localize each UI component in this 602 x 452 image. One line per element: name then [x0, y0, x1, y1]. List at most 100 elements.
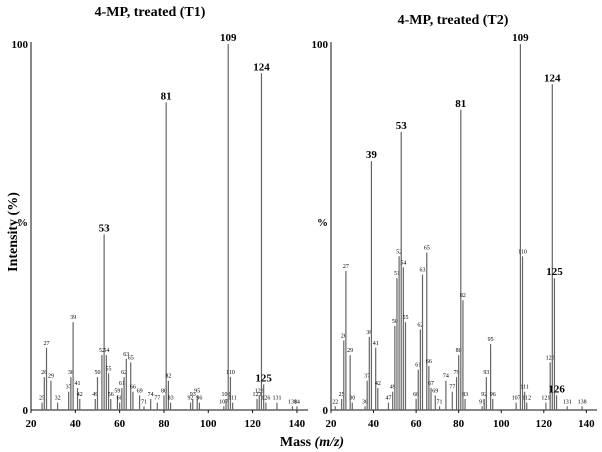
peak-label: 107 — [512, 396, 521, 402]
peak-label: 50 — [94, 370, 100, 376]
x-tick-label: 20 — [326, 418, 338, 430]
peak-label: 38 — [366, 330, 372, 336]
x-axis-label: Mass (m/z) — [280, 435, 344, 450]
peak-label: 65 — [424, 246, 430, 252]
x-tick-label: 60 — [114, 418, 126, 430]
x-tick-label: 60 — [411, 418, 423, 430]
peak-label: 50 — [392, 319, 398, 325]
peak-label: 55 — [106, 366, 112, 372]
peak-label: 125 — [546, 266, 563, 278]
y-tick-label: 0 — [323, 405, 329, 417]
peak-label: 123 — [255, 388, 264, 394]
x-tick-label: 120 — [244, 418, 261, 430]
peak-label: 91 — [479, 399, 485, 405]
peak-label: 63 — [123, 352, 129, 358]
peak-label: 27 — [343, 264, 349, 270]
peak-label: 81 — [161, 91, 172, 103]
y-tick-label: 100 — [12, 39, 29, 51]
chart-title: 4-MP, treated (T2) — [398, 13, 509, 28]
peak-label: 49 — [92, 392, 98, 398]
peak-label: 121 — [541, 396, 550, 402]
peak-label: 66 — [426, 359, 432, 365]
peak-label: 14 — [294, 399, 300, 405]
peak-label: 77 — [154, 396, 160, 402]
y-tick-label: 100 — [312, 39, 329, 51]
spectrum-panel-t1: 4-MP, treated (T1) 0% 100 20 40 60 80 100 120 140… — [12, 5, 308, 430]
peak-label: 80 — [456, 348, 462, 354]
peak-label: 83 — [462, 392, 468, 398]
peak-label: 95 — [488, 337, 494, 343]
peak-label: 92 — [481, 392, 487, 398]
peak-label: 123 — [546, 355, 555, 361]
peak-label: 42 — [77, 392, 83, 398]
peak-label: 79 — [454, 370, 460, 376]
peak-label: 25 — [39, 396, 45, 402]
peak-label: 74 — [443, 374, 449, 380]
peak-label: 96 — [490, 392, 496, 398]
x-tick-label: 20 — [26, 418, 38, 430]
peak-label: 39 — [70, 315, 76, 321]
peak-label: 30 — [349, 396, 355, 402]
peak-label: 122 — [253, 392, 262, 398]
peak-label: 26 — [341, 333, 347, 339]
peak-label: 22 — [332, 399, 338, 405]
peak-label: 37 — [66, 385, 72, 391]
peak-label: 108 — [222, 392, 231, 398]
x-tick-label: 100 — [200, 418, 217, 430]
peak-label: 36 — [362, 399, 368, 405]
y-tick-label: % — [317, 217, 328, 229]
x-tick-label: 120 — [536, 418, 553, 430]
peak-label: 41 — [373, 341, 379, 347]
peak-label: 93 — [483, 370, 489, 376]
peak-label: 55 — [402, 315, 408, 321]
peak-label: 49 — [390, 385, 396, 391]
peak-label: 82 — [165, 374, 171, 380]
peak-label: 111 — [228, 396, 237, 402]
y-tick-label: 0 — [23, 405, 29, 417]
peak-label: 61 — [415, 363, 421, 369]
peak-label: 77 — [449, 385, 455, 391]
x-tick-label: 80 — [453, 418, 465, 430]
peak-label: 131 — [272, 396, 281, 402]
peak-label: 54 — [103, 348, 109, 354]
peak-label: 52 — [396, 249, 402, 255]
peak-label: 96 — [196, 396, 202, 402]
peak-label: 71 — [141, 399, 147, 405]
peak-label: 124 — [253, 61, 270, 73]
y-tick-label: % — [17, 217, 28, 229]
peak-label: 42 — [375, 381, 381, 387]
peak-label: 107 — [219, 399, 228, 405]
peak-label: 52 — [99, 348, 105, 354]
peak-label: 51 — [394, 271, 400, 277]
peak-label: 69 — [137, 388, 143, 394]
peak-label: 83 — [168, 396, 174, 402]
x-tick-label: 140 — [289, 418, 306, 430]
peak-label: 69 — [432, 388, 438, 394]
peak-label: 126 — [261, 396, 270, 402]
peak-label: 60 — [117, 396, 123, 402]
peak-label: 81 — [455, 98, 466, 110]
peak-label: 63 — [420, 268, 426, 274]
peak-label: 109 — [512, 32, 529, 44]
peak-label: 126 — [548, 383, 565, 395]
peak-label: 65 — [128, 355, 134, 361]
peak-label: 124 — [544, 72, 561, 84]
spectrum-panel-t2: 4-MP, treated (T2) 0% 100 20 40 60 80 100 120 140… — [312, 13, 597, 430]
peak-label: 62 — [417, 322, 423, 328]
peak-label: 67 — [428, 381, 434, 387]
peak-label: 47 — [385, 396, 391, 402]
peak-label: 39 — [366, 149, 378, 161]
x-tick-label: 40 — [368, 418, 380, 430]
peak-label: 41 — [75, 381, 81, 387]
peak-label: 61 — [119, 381, 125, 387]
peak-label: 59 — [114, 388, 120, 394]
peak-label: 71 — [437, 399, 443, 405]
peak-label: 95 — [194, 388, 200, 394]
peak-label: 53 — [99, 222, 111, 234]
peak-label: 38 — [68, 370, 74, 376]
peak-label: 138 — [288, 399, 297, 405]
peak-label: 25 — [339, 392, 345, 398]
peak-label: 109 — [220, 32, 237, 44]
peak-label: 53 — [396, 120, 408, 132]
